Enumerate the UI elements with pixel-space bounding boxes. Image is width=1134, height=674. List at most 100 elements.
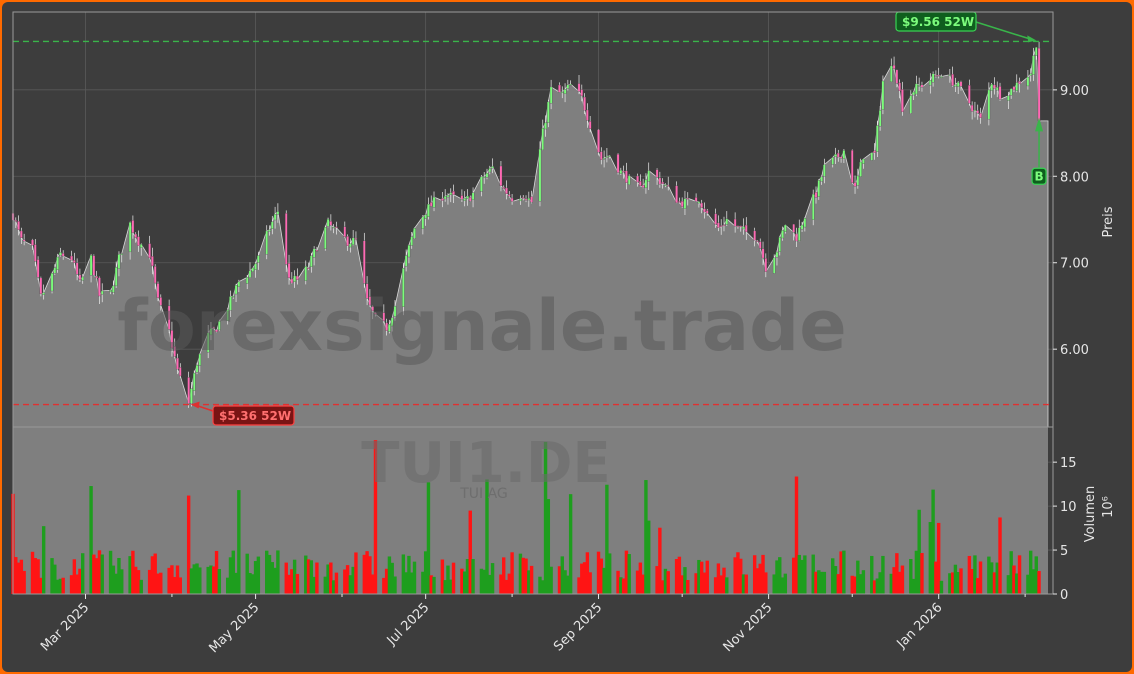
volume-bar (485, 479, 489, 594)
volume-bar (686, 579, 690, 594)
volume-bar (870, 555, 874, 594)
volume-bar (989, 562, 994, 594)
candle-body (109, 290, 112, 293)
volume-bar (41, 526, 46, 594)
candle-body (413, 228, 416, 239)
candle-body (775, 251, 779, 258)
volume-bar (1012, 565, 1016, 594)
volume-bar (791, 557, 796, 594)
volume-bar (909, 558, 913, 594)
volume-bar (761, 554, 765, 594)
volume-bar (936, 522, 941, 594)
candle-body (990, 84, 993, 91)
volume-bar (426, 482, 431, 594)
candle-body (951, 74, 954, 86)
candle-body (736, 225, 740, 227)
candle-body (521, 197, 525, 199)
candle-body (803, 218, 807, 228)
candle-body (605, 156, 609, 158)
candle-body (363, 240, 366, 284)
volume-bar (920, 553, 924, 594)
volume-bar (368, 556, 372, 594)
volume-bar (588, 572, 592, 594)
volume-bar (462, 571, 467, 594)
candle-body (694, 197, 698, 202)
candle-body (343, 226, 347, 238)
candle-body (895, 69, 899, 84)
volume-bar (783, 573, 788, 594)
candle-body (304, 266, 308, 281)
volume-bar (702, 572, 707, 594)
candle-body (248, 270, 252, 278)
candle-body (332, 226, 335, 229)
low-52w-arrowhead (190, 401, 200, 409)
candle-body (1015, 82, 1019, 92)
candle-body (792, 224, 795, 233)
volume-axis-label: Volumen (1083, 486, 1098, 543)
candle-body (547, 101, 550, 123)
candle-body (310, 255, 313, 267)
volume-bar (580, 563, 584, 594)
volume-tick-label: 5 (1060, 544, 1068, 559)
volume-unit-label: 10⁶ (1101, 496, 1116, 518)
volume-bar (719, 575, 723, 594)
candle-body (837, 152, 840, 158)
candle-body (276, 211, 280, 215)
volume-bar (956, 572, 960, 594)
candle-body (784, 224, 787, 232)
volume-tick-label: 15 (1060, 456, 1077, 471)
candle-body (134, 233, 137, 238)
candle-body (402, 268, 405, 307)
volume-bar (133, 566, 138, 594)
volume-bar (660, 580, 665, 594)
candle-body (561, 91, 564, 93)
candle-body (934, 75, 938, 77)
candle-body (820, 176, 823, 182)
volume-bar (446, 565, 450, 594)
candle-body (17, 221, 20, 230)
volume-bar (624, 550, 629, 594)
candle-body (1012, 86, 1016, 91)
candle-body (998, 86, 1002, 100)
candle-body (856, 175, 860, 186)
candle-body (385, 322, 388, 331)
candle-body (245, 277, 249, 284)
volume-bar (212, 566, 216, 594)
volume-bar (19, 559, 24, 594)
volume-bar (295, 573, 300, 594)
candle-body (167, 305, 171, 330)
candle-body (257, 255, 260, 263)
volume-bar (881, 555, 885, 594)
volume-bar (577, 577, 581, 594)
volume-bar (716, 563, 721, 594)
volume-bar (429, 575, 433, 594)
volume-bar (225, 577, 230, 594)
candle-body (881, 80, 885, 110)
candle-body (81, 276, 84, 281)
watermark: forexsignale.trade (117, 285, 846, 367)
volume-bar (705, 560, 709, 594)
candle-body (179, 367, 182, 377)
candle-body (636, 175, 639, 183)
volume-bar (599, 558, 604, 594)
volume-bar (602, 567, 606, 594)
candle-body (427, 203, 430, 217)
volume-bar (14, 557, 18, 594)
candle-body (120, 253, 123, 255)
candle-body (580, 89, 584, 97)
candle-body (892, 64, 896, 69)
volume-bar (674, 558, 679, 594)
volume-bar (117, 557, 121, 594)
candle-body (176, 357, 179, 370)
candle-body (156, 283, 160, 298)
candle-body (742, 226, 745, 230)
candle-body (641, 185, 645, 188)
volume-bar (89, 486, 93, 594)
volume-bar (736, 552, 740, 594)
low-52w-arrow (196, 404, 214, 412)
candle-body (758, 241, 762, 249)
volume-bar (775, 560, 779, 594)
candle-body (31, 239, 34, 246)
candle-body (212, 326, 216, 329)
candle-body (987, 89, 991, 120)
